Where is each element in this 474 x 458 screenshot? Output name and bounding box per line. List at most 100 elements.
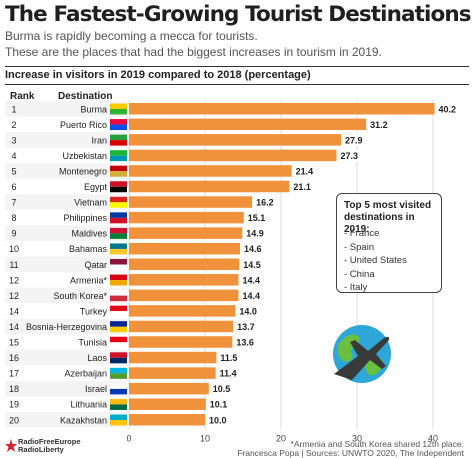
category-label: Iran	[91, 135, 107, 145]
value-label-bg	[338, 149, 361, 162]
x-tick-label-0: 0	[126, 434, 131, 444]
value-label: 13.6	[236, 338, 254, 348]
row-background	[5, 225, 129, 241]
flag-icon	[110, 352, 127, 358]
flag-icon	[110, 227, 127, 234]
value-label-bg	[244, 227, 267, 239]
bar	[129, 134, 342, 146]
flag-icon-stripe	[110, 388, 127, 395]
value-label: 27.9	[345, 135, 363, 145]
value-label: 13.7	[237, 322, 255, 332]
flag-icon-stripe	[110, 311, 127, 317]
value-label-bg	[240, 274, 263, 286]
top-visited-info-box: Top 5 most visited destinations in 2019:…	[336, 193, 442, 293]
rank-label: 1	[11, 104, 16, 114]
flag-icon	[110, 414, 127, 420]
rank-label: 5	[11, 166, 16, 176]
category-label: Qatar	[84, 260, 107, 270]
flag-icon-stripe	[110, 233, 127, 239]
page-title: The Fastest-Growing Tourist Destinations	[5, 2, 472, 27]
rank-label: 20	[9, 415, 19, 425]
info-item-italy: - Italy	[344, 282, 368, 293]
flag-icon-stripe	[110, 342, 127, 348]
value-label-bg	[217, 367, 240, 379]
value-label-bg	[343, 134, 366, 146]
flag-icon	[110, 321, 127, 327]
bar	[129, 196, 253, 208]
category-label: Puerto Rico	[60, 120, 107, 130]
flag-icon	[110, 165, 127, 172]
flag-icon-stripe	[110, 186, 127, 193]
value-label: 16.2	[256, 198, 274, 208]
row-background	[5, 380, 129, 397]
category-label: Philippines	[63, 213, 107, 223]
airplane-icon	[334, 336, 390, 380]
flag-icon	[110, 398, 127, 405]
info-box-list: - France - Spain - United States - China…	[344, 227, 407, 295]
info-item-united-states: - United States	[344, 255, 407, 266]
label-layer: 1 Burma 40.2 2 Puerto Rico 31.2 3 Iran 27.9 4 Uzbe…	[9, 103, 459, 426]
flag-icon-stripe	[110, 140, 127, 146]
value-label-bg	[210, 382, 233, 395]
value-label-bg	[207, 398, 230, 410]
value-label: 14.5	[243, 260, 261, 270]
value-label-bg	[235, 320, 258, 333]
flag-icon	[110, 367, 127, 374]
bar	[129, 211, 244, 224]
value-label-bg	[291, 180, 314, 193]
bar	[129, 414, 205, 426]
rank-label: 8	[11, 213, 16, 223]
rank-label: 14	[9, 322, 19, 332]
bar	[129, 336, 233, 348]
flag-icon-stripe	[110, 217, 127, 224]
category-label: Bahamas	[69, 244, 108, 254]
flag-icon-stripe	[110, 280, 127, 286]
flag-icon	[110, 259, 127, 265]
info-item-china: - China	[344, 268, 375, 280]
flag-icon	[110, 383, 127, 389]
value-label: 15.1	[248, 213, 266, 223]
flag-icon	[110, 290, 127, 296]
flag-icon	[110, 103, 127, 109]
destination-column-header: Destination	[58, 91, 113, 102]
category-label: Egypt	[84, 182, 108, 192]
value-label: 11.4	[220, 369, 237, 379]
brand-line-1: RadioFreeEurope	[18, 437, 81, 446]
rank-label: 11	[9, 260, 18, 270]
value-label-bg	[436, 103, 459, 115]
x-tick-label-20: 20	[276, 434, 286, 444]
category-label: Armenia*	[70, 275, 108, 285]
flag-icon-stripe	[110, 357, 127, 364]
rank-label: 19	[9, 400, 19, 410]
rank-label: 17	[9, 369, 19, 379]
value-label-bg	[240, 289, 263, 302]
flag-icon-stripe	[110, 404, 127, 410]
bar	[129, 367, 216, 379]
flag-icon	[110, 243, 127, 249]
bar	[129, 149, 337, 162]
value-label: 14.4	[242, 291, 260, 301]
subtitle-line-1: Burma is rapidly becoming a mecca for to…	[5, 29, 258, 43]
value-label: 10.0	[209, 415, 227, 425]
globe-plane-illustration	[333, 325, 391, 383]
rank-label: 2	[11, 120, 16, 130]
value-label: 10.1	[210, 400, 228, 410]
category-label: Israel	[85, 384, 107, 394]
flag-icon-stripe	[110, 248, 127, 255]
value-label: 11.5	[220, 353, 237, 363]
category-label: Bosnia-Herzegovina	[26, 322, 107, 332]
bar	[129, 242, 240, 255]
value-label: 21.1	[293, 182, 311, 192]
category-label: Tunisia	[78, 338, 107, 348]
category-label: Burma	[80, 104, 107, 114]
bar	[129, 180, 290, 193]
bar	[129, 274, 239, 286]
category-label: Montenegro	[59, 166, 107, 176]
value-label-bg	[293, 165, 316, 177]
category-label: Kazakhstan	[60, 415, 107, 425]
value-label: 14.0	[239, 306, 257, 316]
flag-icon	[110, 274, 127, 281]
flag-icon-stripe	[110, 155, 127, 162]
flag-icon	[110, 305, 127, 312]
value-label-bg	[237, 305, 260, 317]
